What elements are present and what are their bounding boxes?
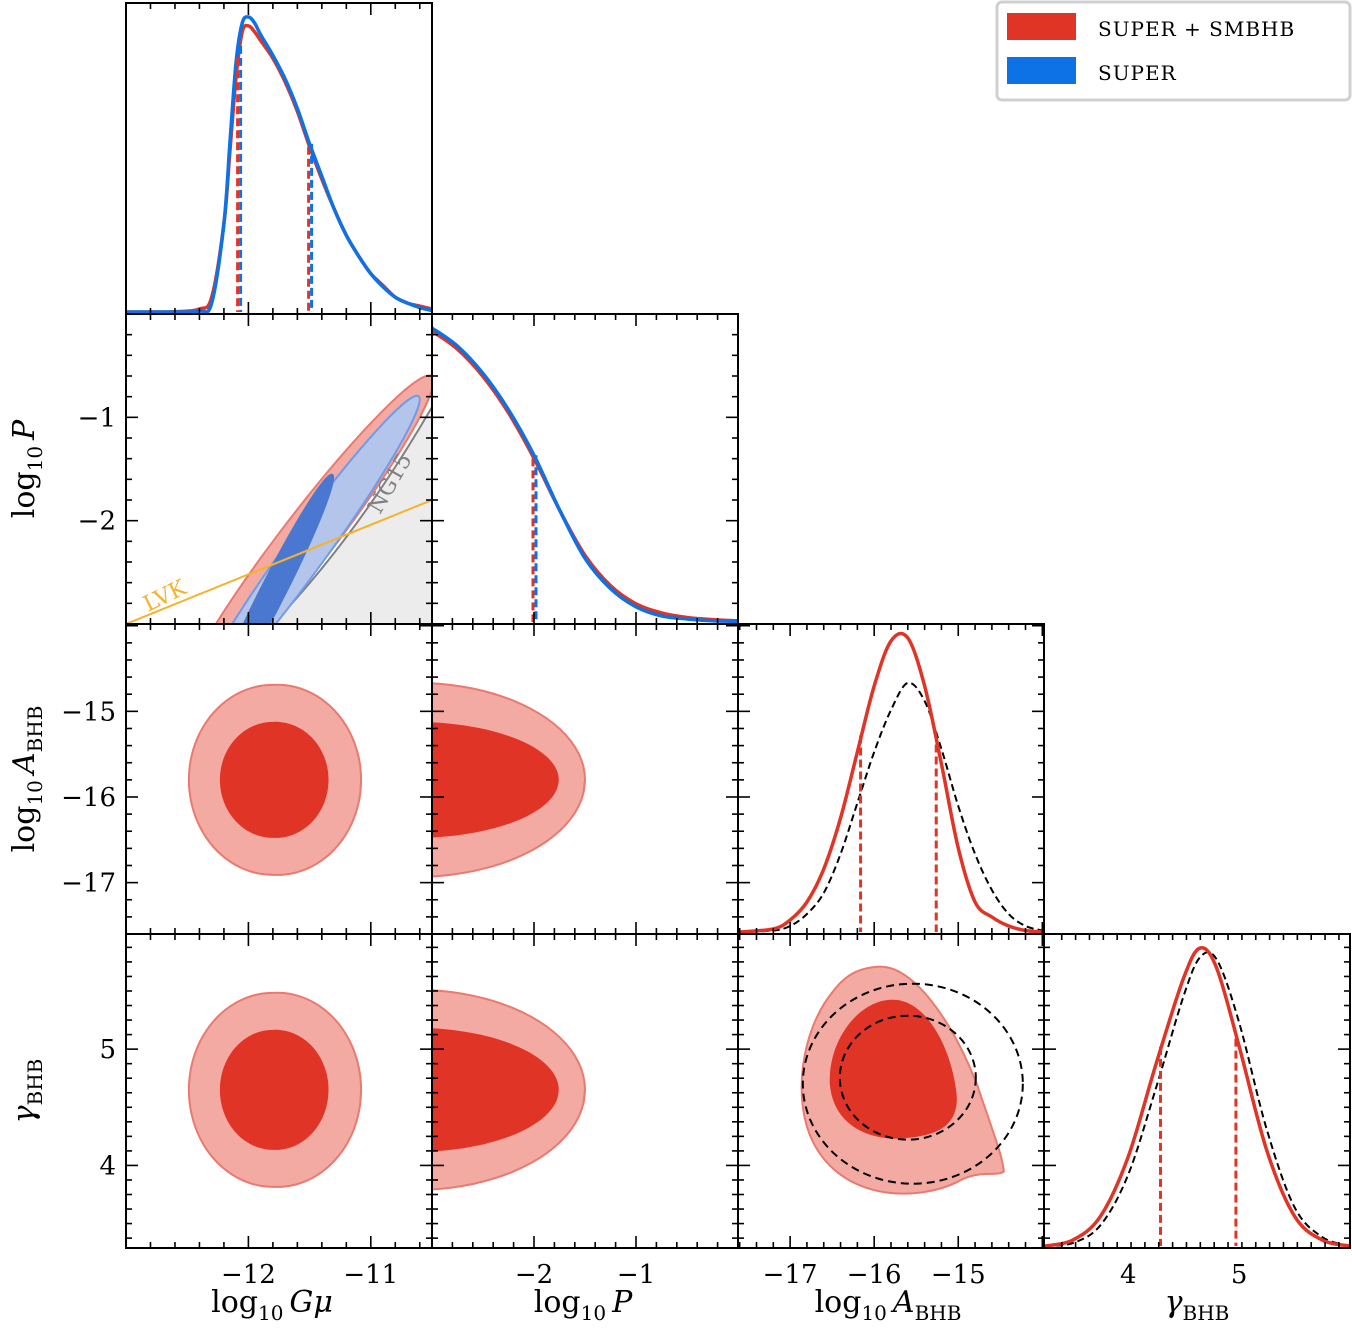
contour-68-super-smbhb	[432, 1028, 559, 1152]
panel-frame	[1043, 933, 1351, 1249]
x-axis-label-gmu: log10 Gμ	[211, 1285, 333, 1325]
x-tick-label: −15	[931, 1260, 986, 1290]
y-axis-label-p: log10P	[7, 419, 47, 518]
panels-layer	[126, 15, 1350, 1248]
posterior-density-curve	[1044, 946, 1350, 1248]
contour-68-super-smbhb	[829, 999, 957, 1139]
contour-68-super	[211, 473, 335, 624]
x-tick-label: −2	[515, 1260, 553, 1290]
panel-gamma-vs-a	[800, 965, 1024, 1195]
posterior-density-curve	[739, 631, 1043, 934]
x-axis-labels: log10 Gμ log10 P log10 ABHB γBHB	[211, 1285, 1229, 1325]
legend-label-super-smbhb: SUPER + SMBHB	[1098, 17, 1295, 41]
legend-swatch-super-smbhb	[1007, 13, 1076, 40]
legend: SUPER + SMBHB SUPER	[995, 0, 1352, 102]
contour-68-super-smbhb	[219, 1029, 329, 1150]
diagonal-panel-P	[432, 326, 738, 624]
x-tick-label: −16	[847, 1260, 902, 1290]
lvk-bound-line	[126, 499, 432, 624]
panel-a-vs-gmu	[187, 683, 363, 876]
legend-frame	[995, 0, 1352, 102]
prior-density-curve	[1045, 951, 1350, 1247]
y-tick-label: 5	[99, 1035, 116, 1065]
panel-gamma-vs-p	[432, 989, 587, 1191]
x-tick-label: −17	[763, 1260, 818, 1290]
panel-p-vs-gmu	[126, 374, 432, 624]
prior-density-curve	[739, 681, 1043, 933]
panel-frame	[737, 623, 1045, 935]
diagonal-panel-Gmu	[126, 15, 432, 314]
y-tick-label: −1	[78, 403, 116, 433]
y-tick-label: −17	[61, 869, 116, 899]
lvk-annotation: LVK	[140, 575, 191, 617]
diagonal-panel-gamma	[1044, 946, 1350, 1248]
prior-contour-95	[801, 982, 1024, 1185]
y-tick-label: −15	[61, 697, 116, 727]
panel-frame	[431, 313, 739, 625]
posterior-density-curve	[432, 326, 738, 624]
y-axis-labels: log10P log10ABHB γBHB	[7, 419, 47, 1123]
panel-gamma-vs-gmu	[187, 991, 363, 1188]
x-tick-label: 5	[1231, 1260, 1248, 1290]
panel-a-vs-p	[432, 682, 587, 878]
contour-68-super-smbhb	[432, 722, 559, 838]
x-axis-label-p: log10 P	[534, 1285, 633, 1325]
posterior-density-curve	[126, 15, 432, 314]
x-tick-label: −11	[343, 1260, 398, 1290]
diagonal-panel-A	[739, 631, 1043, 934]
prior-contour-68	[838, 1014, 977, 1141]
x-tick-label: −12	[221, 1260, 276, 1290]
y-tick-label: −16	[61, 783, 116, 813]
y-axis-label-a-bhb: log10ABHB	[7, 706, 47, 853]
x-tick-labels: −12 −11 −2 −1 −17 −16 −15 4 5	[221, 1260, 1247, 1290]
legend-label-super: SUPER	[1098, 61, 1177, 85]
x-tick-label: −1	[617, 1260, 655, 1290]
panel-frames	[125, 2, 1351, 1249]
y-axis-label-gamma-bhb: γBHB	[7, 1059, 47, 1124]
posterior-density-curve	[432, 329, 738, 623]
panel-frame	[125, 2, 433, 315]
y-tick-label: 4	[99, 1151, 116, 1181]
contour-68-super-smbhb	[219, 721, 329, 838]
y-tick-labels: −1 −2 −15 −16 −17 5 4	[61, 403, 116, 1181]
ng15-excluded-region	[272, 407, 432, 624]
x-axis-label-gamma-bhb: γBHB	[1165, 1285, 1230, 1325]
x-tick-label: 4	[1120, 1260, 1137, 1290]
tick-marks	[126, 3, 1350, 1248]
x-axis-label-a-bhb: log10 ABHB	[815, 1285, 962, 1325]
y-tick-label: −2	[78, 507, 116, 537]
legend-swatch-super	[1007, 57, 1076, 84]
